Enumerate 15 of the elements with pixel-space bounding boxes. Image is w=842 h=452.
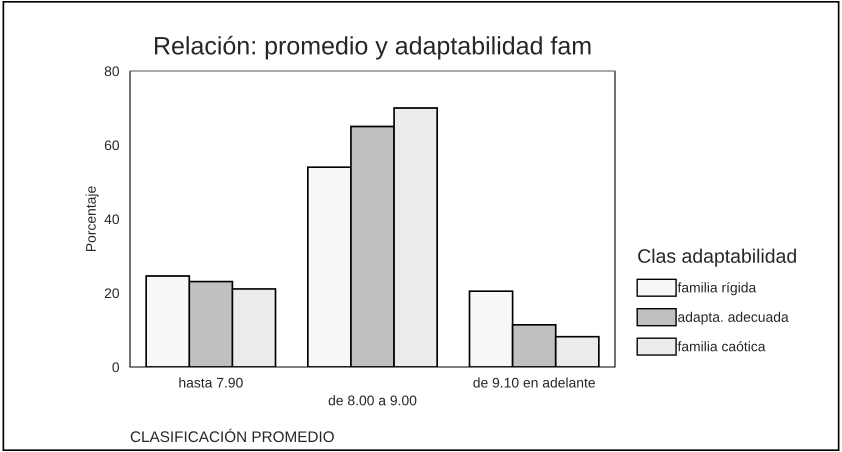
- x-tick-label: de 9.10 en adelante: [473, 377, 595, 388]
- legend-label: adapta. adecuada: [678, 312, 789, 325]
- y-axis-title: Porcentaje: [86, 186, 99, 252]
- chart-title: Relación: promedio y adaptabilidad fam: [154, 36, 590, 60]
- legend-label: familia rígida: [678, 282, 756, 296]
- y-tick-label: 80: [104, 66, 120, 76]
- x-tick-label: hasta 7.90: [179, 377, 243, 388]
- y-tick-label: 20: [104, 288, 120, 298]
- x-tick-label: de 8.00 a 9.00: [328, 395, 416, 406]
- y-tick-label: 0: [112, 362, 120, 372]
- y-tick-label: 40: [104, 214, 120, 224]
- y-tick-label: 60: [104, 140, 120, 150]
- x-axis-title: CLASIFICACIÓN PROMEDIO: [130, 428, 334, 442]
- legend-label: familia caótica: [678, 340, 766, 352]
- legend-title: Clas adaptabilidad: [638, 248, 796, 267]
